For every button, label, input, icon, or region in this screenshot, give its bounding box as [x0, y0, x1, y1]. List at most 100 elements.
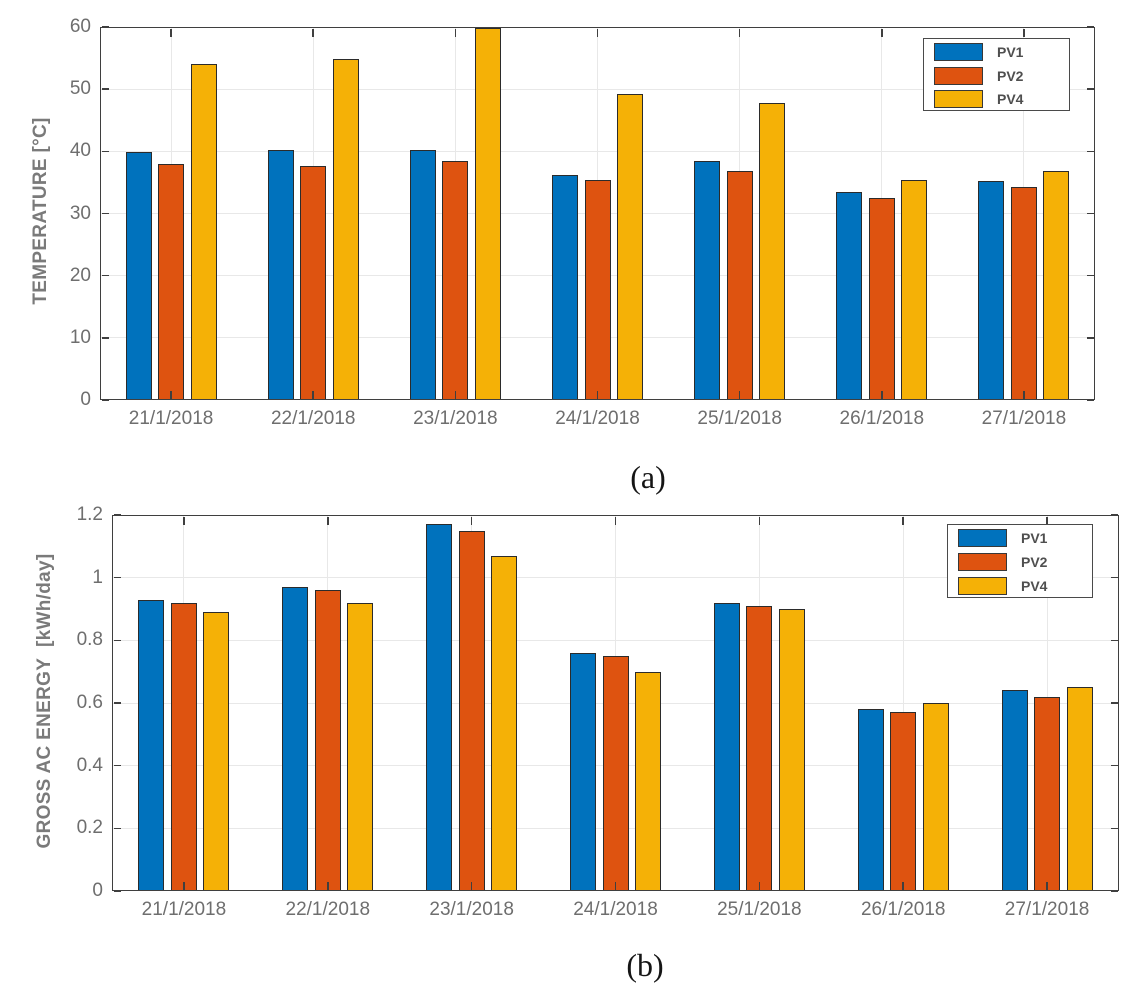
energy-bar-pv1-0: [138, 599, 165, 891]
energy-bar-pv2-5: [890, 712, 917, 891]
gridline-horizontal: [101, 150, 1094, 152]
energy-legend: PV1 PV2 PV4: [947, 524, 1093, 598]
x-axis-tick-bottom: [614, 881, 617, 890]
temperature-bar-pv2-4: [726, 171, 753, 400]
energy-bar-pv1-6: [1001, 690, 1028, 891]
y-tick-label: 0: [80, 389, 91, 410]
temperature-legend: PV1 PV2 PV4: [923, 38, 1070, 111]
x-axis-tick-top: [312, 28, 314, 37]
legend-swatch-pv1: [934, 43, 983, 61]
x-axis-tick-top: [327, 516, 329, 525]
temperature-bar-pv4-0: [190, 63, 217, 400]
energy-bar-pv2-6: [1034, 696, 1061, 891]
temperature-plot-area: [100, 27, 1095, 400]
y-tick-label: 0: [92, 880, 103, 901]
energy-bar-pv4-3: [635, 671, 661, 891]
energy-bar-pv2-0: [170, 602, 197, 891]
y-axis-tick-left: [113, 827, 121, 830]
y-tick-label: 1: [92, 566, 103, 588]
temperature-bar-pv2-3: [584, 179, 611, 400]
y-axis-tick-right: [1086, 150, 1094, 153]
legend-label-pv4: PV4: [1021, 578, 1048, 594]
caption-a: (a): [630, 459, 666, 495]
temperature-bar-pv4-1: [332, 58, 359, 400]
x-axis-tick-bottom: [1023, 390, 1025, 399]
x-axis-tick-bottom: [170, 390, 172, 399]
gridline-horizontal: [113, 577, 1118, 579]
y-tick-label: 0.6: [76, 692, 103, 713]
gridline-horizontal: [101, 88, 1094, 90]
x-axis-tick-top: [1046, 516, 1048, 525]
legend-swatch-pv4: [934, 90, 983, 108]
y-axis-tick-left: [113, 702, 121, 704]
x-axis-tick-top: [758, 516, 761, 525]
x-tick-label: 25/1/2018: [717, 899, 802, 920]
y-axis-tick-right: [1086, 26, 1094, 28]
y-tick-label: 10: [69, 326, 91, 348]
x-tick-label: 24/1/2018: [573, 899, 658, 920]
y-tick-label: 20: [69, 264, 91, 286]
x-axis-tick-top: [183, 516, 185, 525]
energy-plot-area: [112, 515, 1119, 891]
x-tick-label: 25/1/2018: [697, 408, 782, 429]
caption-b: (b): [626, 947, 664, 983]
y-tick-label: 0.8: [76, 629, 103, 651]
x-axis-tick-top: [470, 516, 473, 525]
x-tick-label: 21/1/2018: [141, 899, 227, 920]
y-axis-tick-right: [1110, 576, 1118, 579]
energy-bar-pv4-1: [347, 602, 374, 891]
temperature-bar-pv4-6: [1043, 170, 1070, 400]
energy-bar-pv4-4: [778, 609, 805, 891]
x-tick-label: 24/1/2018: [555, 408, 640, 429]
energy-bar-pv1-4: [713, 602, 740, 891]
y-axis-tick-left: [113, 639, 121, 642]
x-axis-tick-bottom: [470, 881, 473, 890]
x-axis-tick-top: [454, 28, 457, 37]
legend-swatch-pv4: [958, 577, 1007, 595]
energy-bar-pv4-0: [203, 612, 230, 891]
x-axis-tick-top: [1023, 28, 1025, 37]
energy-bar-pv1-1: [282, 587, 309, 891]
y-tick-label: 40: [69, 140, 91, 162]
temperature-bar-pv2-6: [1010, 186, 1037, 400]
energy-bar-pv1-5: [857, 709, 884, 891]
y-axis-tick-right: [1086, 337, 1094, 339]
x-tick-label: 27/1/2018: [1004, 899, 1090, 920]
legend-swatch-pv2: [934, 66, 983, 85]
legend-label-pv1: PV1: [1021, 530, 1048, 546]
x-axis-tick-bottom: [738, 390, 741, 399]
legend-swatch-pv2: [958, 553, 1007, 571]
y-tick-label: 0.4: [76, 754, 103, 776]
energy-bar-pv1-2: [426, 524, 453, 891]
temperature-bar-pv4-5: [901, 179, 928, 400]
x-tick-label: 21/1/2018: [128, 408, 214, 429]
y-axis-tick-right: [1110, 514, 1118, 516]
y-tick-label: 50: [69, 78, 91, 100]
temperature-bar-pv2-1: [300, 165, 327, 400]
y-tick-label: 60: [69, 16, 91, 37]
temperature-bar-pv1-1: [267, 150, 294, 400]
energy-bar-pv1-3: [570, 652, 596, 891]
y-axis-tick-left: [101, 274, 109, 277]
gridline-horizontal: [113, 639, 1118, 641]
temperature-bar-pv1-6: [978, 181, 1005, 400]
y-axis-tick-right: [1086, 212, 1094, 215]
temperature-bar-pv4-3: [617, 94, 643, 400]
x-axis-tick-bottom: [758, 881, 761, 890]
x-tick-label: 23/1/2018: [429, 899, 514, 920]
x-tick-label: 26/1/2018: [839, 408, 925, 429]
legend-label-pv2: PV2: [997, 67, 1024, 84]
x-axis-tick-top: [881, 28, 883, 37]
energy-bar-pv4-5: [922, 703, 949, 891]
x-axis-tick-top: [596, 28, 599, 37]
temperature-bar-pv2-0: [158, 163, 185, 400]
y-axis-tick-right: [1110, 764, 1118, 767]
x-axis-tick-top: [170, 28, 172, 37]
x-tick-label: 26/1/2018: [860, 899, 946, 920]
y-axis-tick-left: [101, 399, 109, 401]
x-axis-tick-top: [902, 516, 904, 525]
energy-bar-pv2-4: [746, 605, 773, 891]
x-axis-tick-bottom: [902, 881, 904, 890]
